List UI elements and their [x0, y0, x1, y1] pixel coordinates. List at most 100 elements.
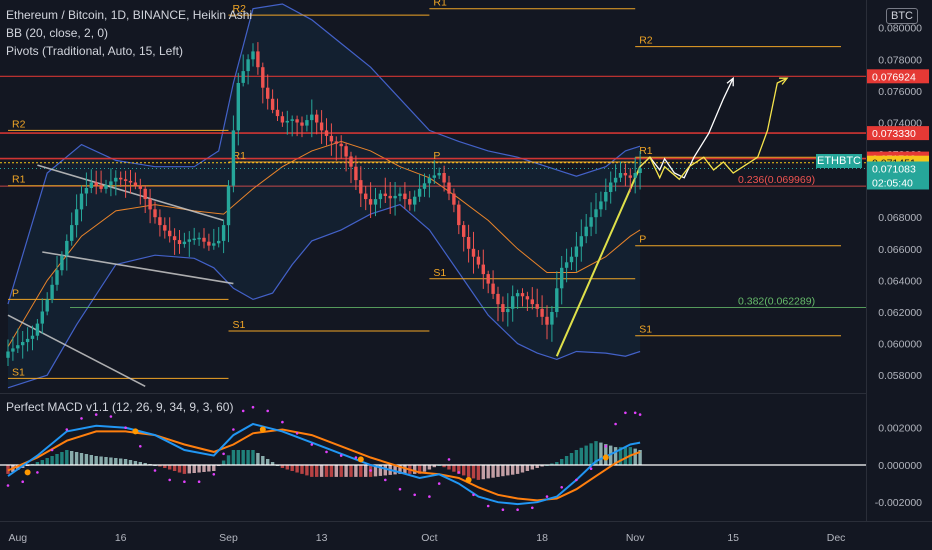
macd-cross-marker	[357, 456, 364, 463]
candle-body	[545, 316, 549, 325]
macd-histogram-bar	[613, 447, 618, 465]
candle-body	[393, 195, 397, 199]
macd-histogram-bar	[432, 465, 436, 468]
candle-body	[422, 183, 427, 189]
macd-dot	[109, 415, 113, 418]
macd-dot	[604, 445, 608, 448]
chart-title: Ethereum / Bitcoin, 1D, BINANCE, Heikin …	[6, 8, 253, 22]
macd-legend[interactable]: Perfect MACD v1.1 (12, 26, 9, 34, 9, 3, …	[6, 400, 234, 414]
macd-histogram-bar	[236, 450, 240, 465]
macd-histogram-bar	[35, 462, 40, 465]
macd-dot	[516, 508, 519, 512]
pivot-level-label: R1	[433, 0, 447, 9]
macd-histogram-bar	[315, 465, 319, 477]
time-tick-label: 18	[536, 532, 548, 544]
candle-body	[172, 236, 177, 241]
price-tick-label: 0.066000	[878, 244, 922, 256]
candle-body	[275, 109, 280, 117]
candle-body	[212, 243, 216, 246]
price-tick-label: 0.064000	[878, 275, 922, 287]
candle-body	[491, 283, 495, 294]
candles	[6, 42, 642, 366]
macd-dot	[531, 506, 534, 510]
candle-body	[511, 296, 515, 309]
macd-histogram-bar	[462, 465, 466, 476]
candle-body	[119, 177, 123, 180]
candle-body	[452, 193, 456, 205]
macd-histogram-bar	[354, 465, 358, 477]
candle-body	[187, 239, 191, 242]
macd-dot	[281, 420, 284, 424]
macd-dot	[457, 471, 461, 474]
macd-histogram-bar	[40, 460, 44, 465]
macd-histogram-bar	[123, 459, 128, 465]
candle-body	[133, 182, 138, 186]
macd-histogram-bar	[452, 465, 456, 472]
candle-body	[417, 188, 422, 197]
candle-body	[114, 177, 118, 182]
candle-body	[109, 181, 113, 186]
candle-body	[123, 179, 128, 181]
macd-histogram-bar	[403, 465, 407, 474]
candle-body	[50, 284, 54, 300]
macd-histogram-bar	[339, 465, 343, 477]
macd-histogram-bar	[540, 465, 544, 467]
macd-histogram-bar	[555, 462, 559, 465]
macd-cross-marker	[132, 428, 139, 435]
macd-histogram-bar	[486, 465, 490, 479]
candle-body	[354, 166, 358, 181]
candle-body	[589, 217, 593, 227]
macd-tick-label: 0.000000	[878, 460, 922, 472]
macd-histogram-bar	[623, 447, 628, 465]
forecast-white-path-arrowhead	[726, 76, 734, 87]
candle-body	[628, 175, 632, 178]
macd-histogram-bar	[94, 456, 98, 465]
macd-histogram-bar	[143, 463, 147, 465]
candle-body	[359, 180, 363, 194]
macd-histogram-bar	[138, 462, 142, 465]
candle-body	[6, 351, 10, 358]
macd-histogram-bar	[55, 454, 59, 465]
candle-body	[236, 83, 240, 131]
macd-histogram-bar	[104, 457, 108, 465]
time-tick-label: 13	[316, 532, 328, 544]
bb-legend[interactable]: BB (20, close, 2, 0)	[6, 26, 109, 40]
macd-dot	[251, 405, 255, 409]
macd-histogram-bar	[84, 454, 89, 465]
time-tick-label: Nov	[626, 532, 645, 544]
macd-histogram-bar	[192, 465, 196, 473]
candle-body	[623, 173, 628, 176]
currency-badge[interactable]: BTC	[886, 8, 918, 24]
candle-body	[65, 240, 69, 256]
pivot-level-label: R1	[233, 150, 247, 162]
candle-body	[530, 299, 534, 305]
channel-line	[42, 251, 234, 285]
price-axis[interactable]: 0.0800000.0780000.0760000.0740000.072000…	[875, 23, 922, 510]
candle-body	[569, 256, 574, 263]
fib-level-label: 0.382(0.062289)	[738, 296, 815, 308]
time-axis[interactable]: Aug 16 Sep 13 Oct 18 Nov 15 Dec	[8, 532, 845, 544]
pivots-legend[interactable]: Pivots (Traditional, Auto, 15, Left)	[6, 44, 183, 58]
macd-histogram-bar	[251, 450, 255, 465]
candle-body	[74, 209, 79, 226]
macd-histogram-bar	[633, 448, 637, 465]
macd-histogram-bar	[589, 443, 593, 465]
macd-histogram-bar	[172, 465, 177, 471]
candle-body	[315, 114, 319, 123]
macd-dot	[486, 504, 490, 508]
macd-histogram-bar	[50, 456, 54, 465]
macd-histogram-bar	[413, 465, 417, 474]
bb-upper-line	[7, 3, 641, 305]
macd-dot	[168, 478, 171, 482]
price-tick-label: 0.058000	[878, 370, 922, 382]
macd-histogram-bar	[212, 465, 216, 471]
candle-body	[618, 173, 623, 178]
candle-body	[207, 241, 211, 246]
candle-body	[16, 345, 20, 349]
macd-histogram-bar	[114, 458, 118, 465]
pivot-level-label: P	[639, 234, 646, 246]
macd-dot	[266, 409, 270, 413]
macd-histogram-bar	[466, 465, 471, 477]
macd-histogram-bar	[99, 456, 103, 465]
